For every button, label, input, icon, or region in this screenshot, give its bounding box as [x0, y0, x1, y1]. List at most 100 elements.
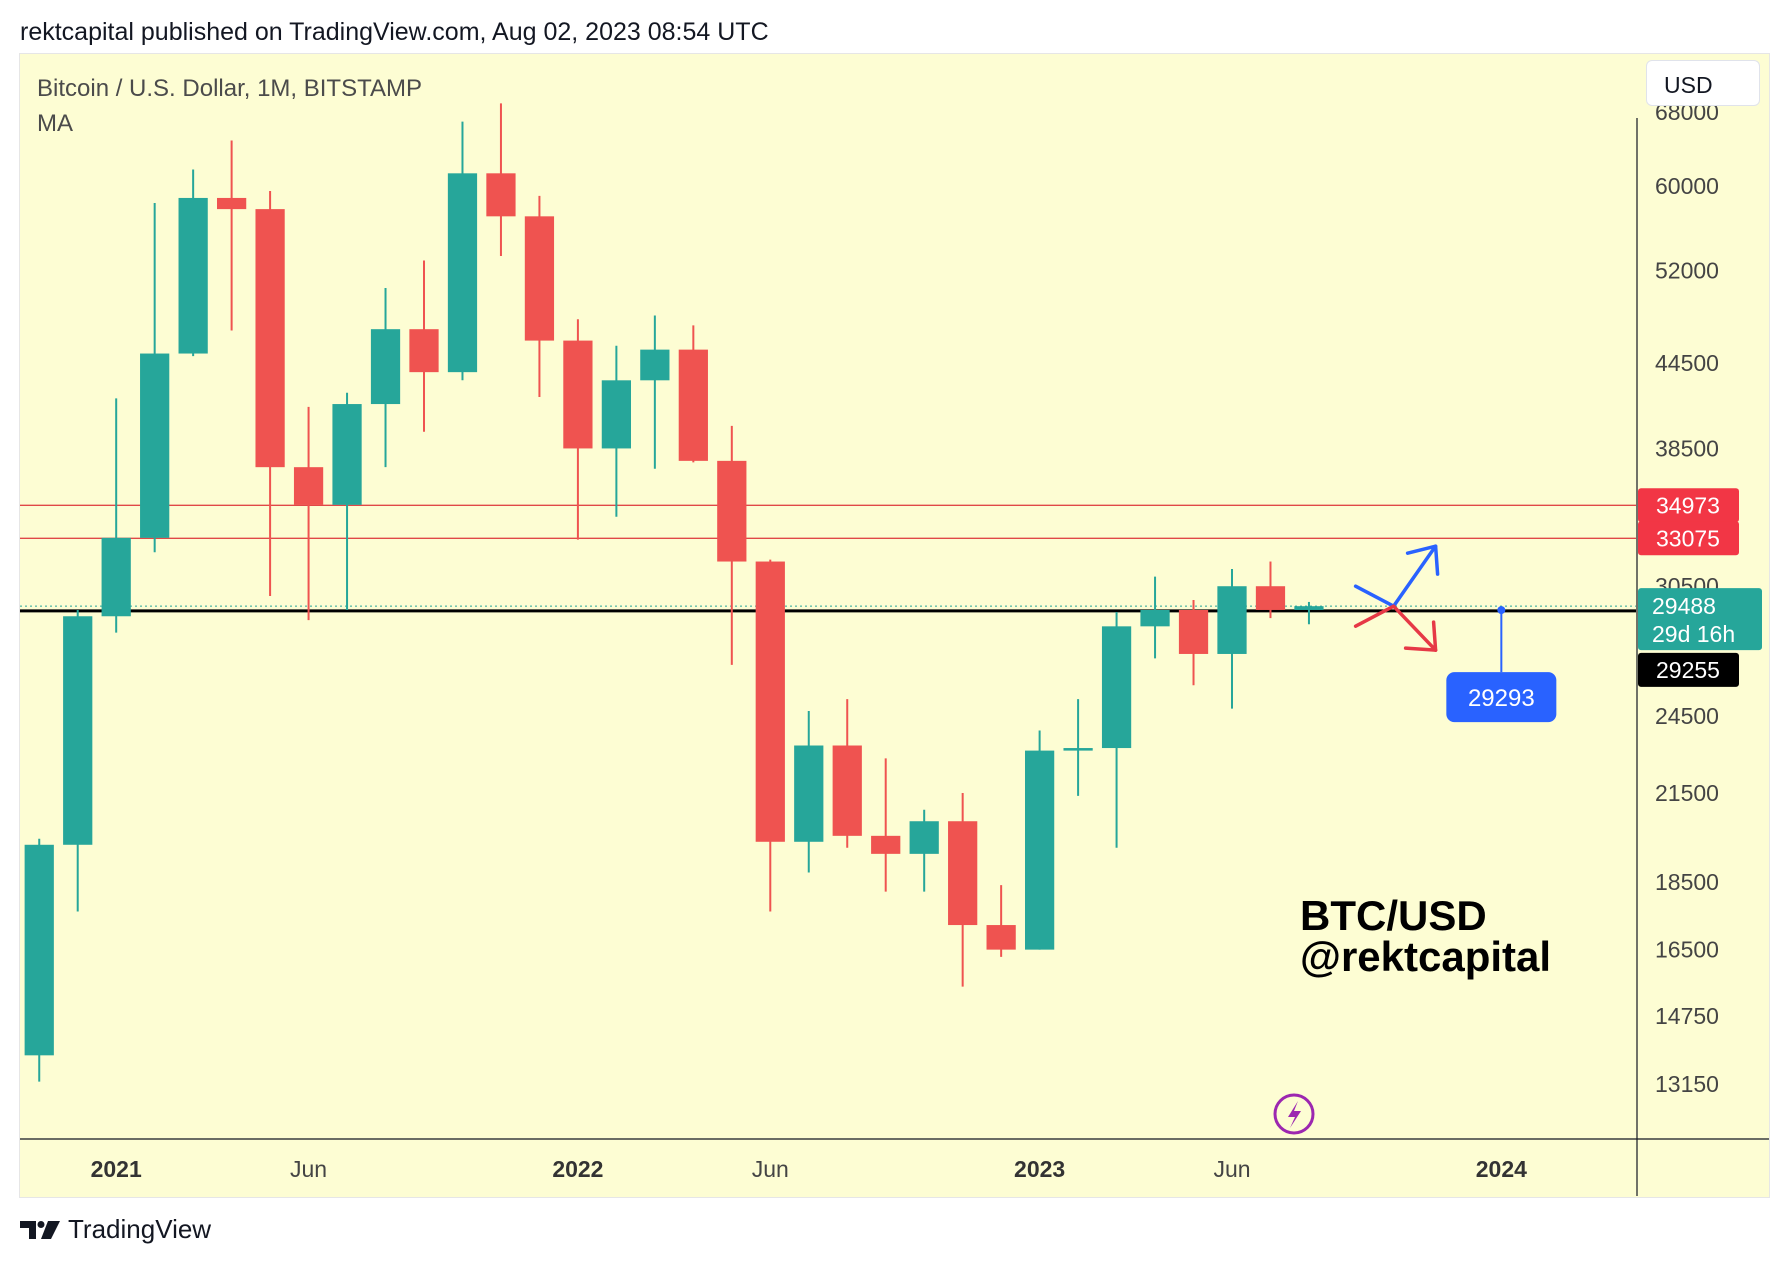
candle-body [1063, 748, 1093, 751]
candle-body [332, 404, 362, 505]
price-label-text: 33075 [1656, 525, 1720, 551]
y-tick-label: 60000 [1655, 173, 1719, 199]
candle-body [909, 821, 939, 854]
candle-body [601, 380, 632, 449]
candle[interactable] [447, 121, 478, 381]
candle-body [755, 561, 785, 842]
tradingview-logo-icon [20, 1220, 60, 1239]
y-tick-label: 21500 [1655, 780, 1719, 806]
candle[interactable] [486, 103, 516, 257]
candle[interactable] [63, 609, 93, 912]
candle-body [63, 616, 93, 845]
candle-body [640, 349, 670, 381]
candle[interactable] [794, 710, 824, 873]
scenario-arrows [1353, 544, 1440, 652]
candle-body [948, 821, 978, 926]
x-tick-label: 2024 [1476, 1156, 1527, 1182]
candle-body [717, 460, 747, 562]
annotation-line: @rektcapital [1300, 933, 1551, 980]
candle[interactable] [563, 319, 593, 540]
indicator-label: MA [37, 110, 73, 137]
chart-annotation: BTC/USD @rektcapital [1300, 892, 1551, 980]
price-axis[interactable]: 1315014750165001850021500245003050038500… [1636, 99, 1719, 1196]
current-price-label [1638, 588, 1762, 651]
support-price-label [1638, 652, 1739, 687]
candle-body [255, 209, 285, 468]
lightning-icon[interactable] [1273, 1093, 1315, 1135]
candle-body [832, 745, 862, 836]
candle[interactable] [1217, 569, 1247, 709]
candle[interactable] [409, 260, 439, 432]
candle[interactable] [216, 140, 247, 331]
candle[interactable] [1140, 576, 1170, 659]
candle-body [794, 745, 824, 842]
candle[interactable] [178, 169, 208, 357]
candle-body [1178, 609, 1209, 654]
candle-body [563, 340, 593, 449]
tradingview-footer[interactable]: TradingView [20, 1214, 211, 1245]
candle-body [871, 835, 901, 854]
candle[interactable] [717, 425, 747, 665]
candle-body [1217, 586, 1247, 654]
y-tick-label: 24500 [1655, 703, 1719, 729]
candle-body [986, 925, 1016, 950]
candle[interactable] [1294, 601, 1324, 625]
currency-button[interactable]: USD [1646, 60, 1760, 106]
candle[interactable] [1063, 699, 1093, 796]
candle[interactable] [948, 793, 978, 987]
resistance-price-label [1638, 521, 1739, 556]
candle[interactable] [909, 809, 939, 892]
y-tick-label: 16500 [1655, 937, 1719, 963]
y-tick-label: 18500 [1655, 869, 1719, 895]
current-price-text: 29488 [1652, 593, 1716, 619]
candle[interactable] [293, 406, 324, 621]
candle[interactable] [832, 699, 862, 848]
candle-body [178, 197, 208, 354]
horizontal-lines-layer [20, 504, 1636, 613]
bearish-arrow-shaft [1353, 604, 1438, 652]
y-tick-label: 14750 [1655, 1003, 1719, 1029]
y-tick-label: 52000 [1655, 258, 1719, 284]
candle[interactable] [101, 398, 131, 633]
candle[interactable] [524, 195, 555, 397]
candle[interactable] [755, 559, 785, 912]
candle-body [1024, 750, 1055, 950]
x-tick-label: 2023 [1014, 1156, 1065, 1182]
candle[interactable] [370, 287, 401, 468]
candle-body [216, 197, 247, 210]
candle[interactable] [871, 758, 901, 892]
price-label-text: 34973 [1656, 492, 1720, 518]
candle[interactable] [140, 202, 170, 553]
candle-body [140, 353, 170, 538]
candle[interactable] [1255, 561, 1286, 619]
x-tick-label: 2021 [91, 1156, 142, 1182]
callout-box [1446, 672, 1557, 723]
candle-body [524, 216, 555, 341]
x-tick-label: 2022 [552, 1156, 603, 1182]
candle[interactable] [24, 838, 54, 1082]
candle-body [293, 467, 324, 505]
candle[interactable] [640, 315, 670, 469]
publish-header: rektcapital published on TradingView.com… [20, 18, 769, 46]
price-callout[interactable]: 29293 [1446, 606, 1557, 723]
candle-body [447, 173, 478, 373]
y-tick-label: 13150 [1655, 1071, 1719, 1097]
candle-body [678, 349, 708, 461]
candle-body [409, 329, 439, 373]
candles-layer [24, 103, 1324, 1082]
candle[interactable] [986, 885, 1016, 957]
candle[interactable] [678, 325, 708, 463]
y-tick-label: 38500 [1655, 435, 1719, 461]
time-axis[interactable]: 2021 Jun 2022 Jun 2023 Jun 2024 [20, 1138, 1769, 1182]
candle-body [370, 329, 401, 405]
candle[interactable] [1101, 611, 1132, 848]
candle[interactable] [1024, 730, 1055, 950]
candle[interactable] [332, 392, 362, 610]
chart-frame [19, 53, 1770, 1198]
tradingview-brand: TradingView [68, 1214, 212, 1244]
candle[interactable] [1178, 599, 1209, 686]
candle[interactable] [601, 345, 632, 517]
candle[interactable] [255, 190, 285, 596]
